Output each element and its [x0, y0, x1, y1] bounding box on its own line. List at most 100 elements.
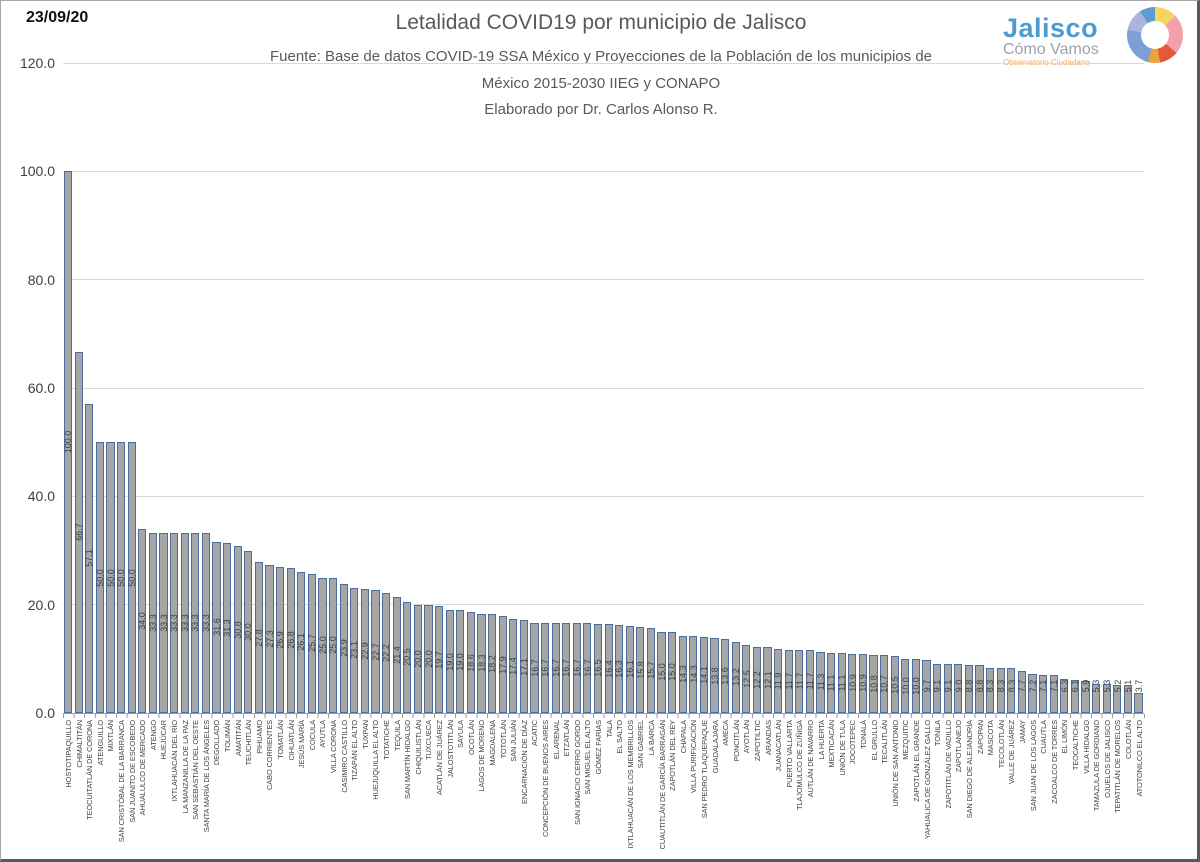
- bar-value-label: 8.3: [1006, 679, 1017, 693]
- bar: [159, 532, 168, 713]
- y-gridline: [63, 604, 1144, 606]
- bar-value-label: 19.0: [444, 652, 455, 671]
- x-axis-label: MEZQUITIC: [901, 720, 911, 760]
- bar-value-label: 23.1: [349, 641, 360, 660]
- bar-value-label: 8.8: [974, 679, 985, 693]
- bar: [858, 653, 868, 713]
- x-axis-label: AUTLÁN DE NAVARRO: [805, 720, 815, 798]
- bar: [827, 652, 836, 713]
- x-axis-label: JUANACATLÁN: [774, 720, 784, 772]
- bar-value-label: 33.3: [158, 614, 169, 632]
- x-axis-label: CASIMIRO CASTILLO: [339, 720, 349, 793]
- bar-value-label: 8.3: [995, 679, 1006, 693]
- bar-value-label: 11.7: [783, 672, 794, 690]
- bar-value-label: 22.9: [360, 642, 371, 660]
- bar: [731, 641, 740, 713]
- bar-value-label: 22.2: [381, 644, 392, 662]
- x-axis-label: CHIMALTITÁN: [74, 720, 84, 768]
- x-axis-label: IXTLAHUACÁN DEL RÍO: [170, 720, 180, 802]
- x-axis-label: SAN JULIÁN: [509, 720, 519, 762]
- bar-value-label: 3.7: [1133, 679, 1144, 693]
- bar: [1007, 668, 1016, 713]
- bar-value-label: 21.4: [391, 646, 402, 664]
- bar-value-label: 5.3: [1091, 679, 1102, 693]
- bar: [222, 543, 232, 713]
- bar-value-label: 33.3: [201, 614, 212, 632]
- bar: [254, 562, 263, 713]
- x-axis-label: TECOLOTLÁN: [996, 720, 1006, 769]
- bar-value-label: 100.0: [63, 430, 74, 454]
- x-axis-label: ZAPOTLÁN EL GRANDE: [911, 720, 921, 802]
- bar-value-label: 5.1: [1123, 679, 1134, 693]
- x-axis-label: LAGOS DE MORENO: [477, 720, 487, 792]
- bar-value-label: 33.3: [169, 614, 180, 632]
- y-gridline: [63, 62, 1144, 64]
- x-axis-label: CUAUTITLÁN DE GARCÍA BARRAGÁN: [657, 720, 667, 850]
- y-gridline: [63, 279, 1144, 281]
- bar: [742, 645, 751, 713]
- bar: [890, 656, 899, 713]
- x-axis-label: CIHUATLÁN: [286, 720, 296, 761]
- bar: [116, 442, 126, 713]
- x-axis-label: ACATIC: [530, 720, 540, 746]
- bar-value-label: 26.9: [275, 631, 286, 649]
- y-axis-tick-label: 100.0: [19, 163, 55, 180]
- bar-value-label: 5.9: [1080, 679, 1091, 693]
- bar: [1070, 679, 1079, 713]
- y-axis-tick-label: 40.0: [27, 488, 55, 505]
- x-axis-label: LA HUERTA: [816, 720, 826, 760]
- bar: [572, 622, 581, 713]
- x-axis-label: COLOTLÁN: [1123, 720, 1133, 760]
- bar-value-label: 6.3: [1059, 679, 1070, 693]
- bar: [1028, 674, 1037, 713]
- bar-value-label: 31.3: [222, 619, 233, 637]
- x-axis-label: TOMATLÁN: [276, 720, 286, 759]
- bar: [403, 601, 412, 713]
- bar-value-label: 16.5: [593, 659, 604, 678]
- x-axis-label: EL ARENAL: [551, 720, 561, 760]
- x-axis-label: VILLA CORONA: [329, 720, 339, 774]
- date-label: 23/09/20: [26, 9, 89, 26]
- x-axis-label: ZAPOTLÁN DEL REY: [668, 720, 678, 791]
- x-axis-label: CABO CORRIENTES: [265, 720, 275, 790]
- x-axis-label: SAN JUANITO DE ESCOBEDO: [127, 720, 137, 823]
- x-axis-label: JOCOTEPEC: [848, 720, 858, 765]
- bar-value-label: 14.3: [688, 665, 699, 684]
- bar-value-label: 27.8: [254, 628, 265, 647]
- y-axis-tick-label: 0.0: [35, 705, 55, 721]
- bar: [339, 583, 348, 713]
- bar-value-label: 25.7: [307, 634, 318, 653]
- bar-value-label: 30.8: [232, 620, 243, 639]
- x-axis-label: TEUCHITLÁN: [244, 720, 254, 766]
- bar: [328, 577, 338, 713]
- bar: [593, 623, 603, 713]
- bar-value-label: 10.9: [858, 674, 869, 693]
- bar: [127, 442, 136, 713]
- x-axis-label: MEXTICACÁN: [827, 720, 837, 768]
- bar-value-label: 25.0: [317, 636, 328, 655]
- x-axis-label: AYUTLA: [318, 720, 328, 748]
- bar-value-label: 34.0: [137, 612, 148, 630]
- x-axis-label: IXTLAHUACÁN DE LOS MEMBRILLOS: [625, 720, 635, 849]
- bar-value-label: 10.0: [911, 677, 922, 695]
- x-axis-label: JAMAY: [1017, 720, 1027, 744]
- bar-value-label: 17.9: [497, 655, 508, 674]
- title-block: Letalidad COVID19 por municipio de Jalis…: [1, 11, 1197, 123]
- bar-value-label: 16.7: [540, 659, 551, 677]
- bar: [1092, 684, 1101, 713]
- bar-value-label: 20.5: [402, 648, 413, 667]
- bar-value-label: 10.5: [889, 675, 900, 694]
- x-axis-label: OCOTLÁN: [466, 720, 476, 756]
- x-axis-label: JESÚS MARÍA: [297, 720, 307, 769]
- bar: [74, 351, 83, 713]
- bar: [604, 624, 613, 713]
- x-axis-label: SAYULA: [456, 720, 466, 749]
- x-axis-label: SAN MARTÍN HIDALGO: [403, 720, 413, 799]
- bar: [1049, 674, 1058, 713]
- bar: [689, 635, 698, 713]
- bar-value-label: 16.7: [572, 659, 582, 677]
- x-axis-label: ATOTONILCO EL ALTO: [1134, 720, 1144, 797]
- bar: [424, 604, 433, 713]
- x-axis-label: AYOTLÁN: [742, 720, 752, 754]
- x-axis-label: TOTOTLÁN: [498, 720, 508, 759]
